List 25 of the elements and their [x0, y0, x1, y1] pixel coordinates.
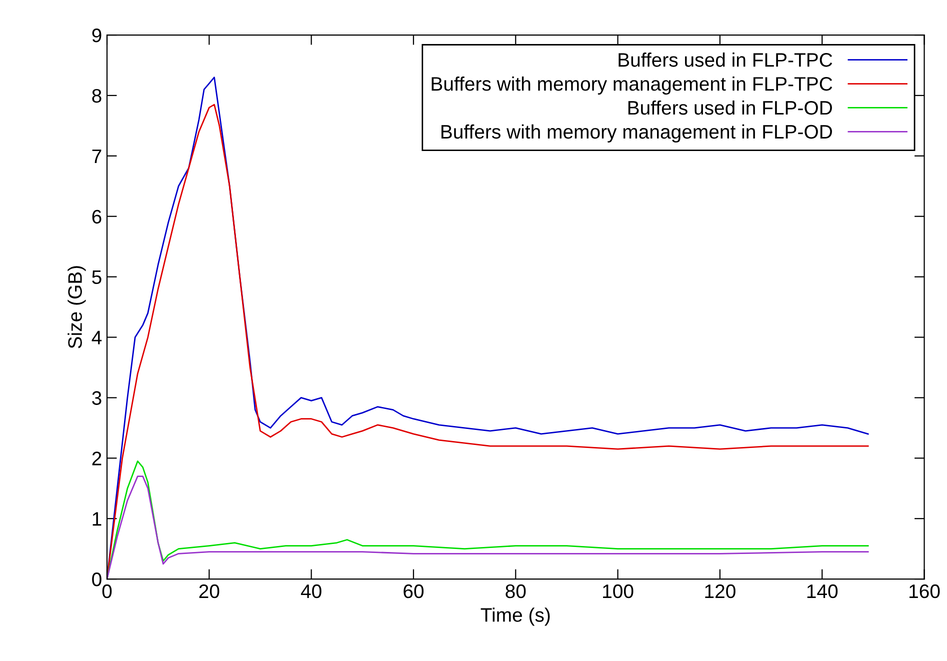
legend-label: Buffers with memory management in FLP-TPC — [432, 76, 832, 95]
x-tick-label: 40 — [300, 584, 322, 598]
y-tick-label: 6 — [92, 210, 102, 224]
x-tick-label: 140 — [807, 584, 838, 598]
x-axis-title: Time (s) — [480, 608, 550, 626]
x-tick-label: 100 — [603, 584, 634, 598]
legend-label: Buffers used in FLP-OD — [628, 100, 832, 115]
y-tick-label: 9 — [92, 28, 102, 42]
y-tick-label: 1 — [92, 512, 102, 526]
legend-label: Buffers with memory management in FLP-OD — [442, 124, 832, 143]
y-axis-title: Size (GB) — [68, 266, 86, 348]
y-tick-label: 4 — [92, 330, 102, 344]
x-tick-label: 120 — [705, 584, 736, 598]
y-tick-label: 8 — [92, 88, 102, 103]
y-tick-label: 3 — [92, 391, 102, 405]
x-tick-label: 80 — [506, 584, 526, 598]
x-tick-label: 20 — [199, 584, 220, 598]
legend-label: Buffers used in FLP-TPC — [618, 52, 832, 67]
y-tick-label: 0 — [92, 572, 102, 586]
x-tick-label: 0 — [102, 584, 112, 598]
x-tick-label: 160 — [910, 584, 940, 598]
y-tick-label: 2 — [92, 452, 102, 466]
y-tick-label: 5 — [92, 270, 102, 284]
y-tick-label: 7 — [92, 150, 102, 163]
x-tick-label: 60 — [404, 584, 424, 598]
